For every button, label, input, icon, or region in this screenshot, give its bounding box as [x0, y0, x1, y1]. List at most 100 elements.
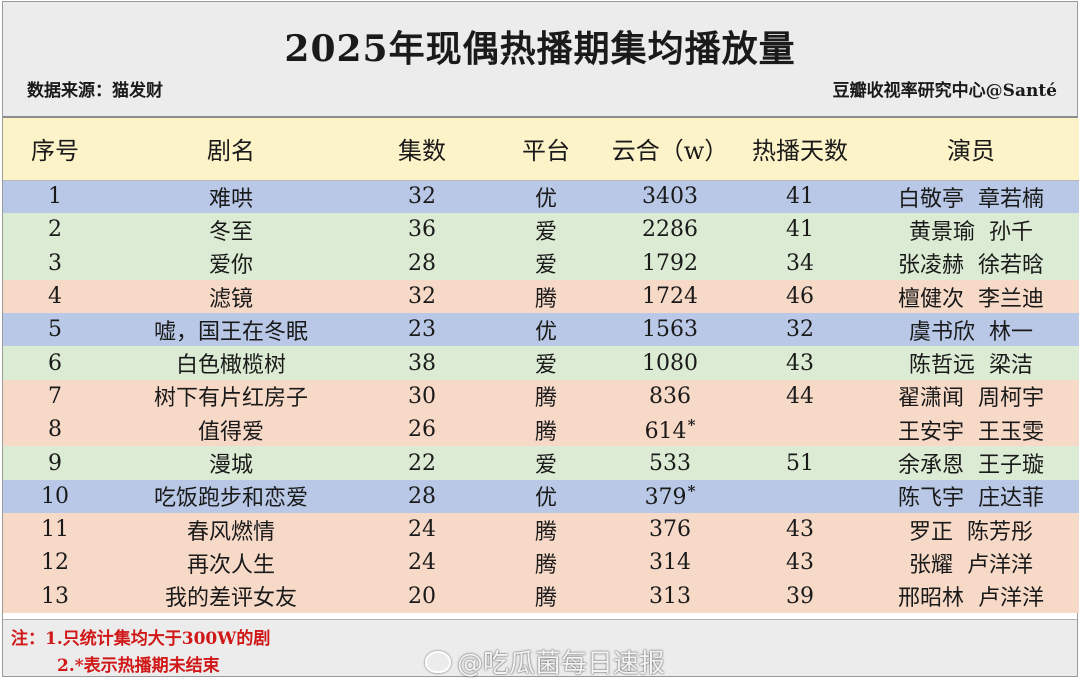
watermark-text: @吃瓜菌每日速报: [457, 649, 666, 679]
yunhe-value: 533: [649, 450, 691, 476]
platform-cell: 优: [534, 186, 557, 212]
actor-name: 王子璇: [978, 453, 1045, 479]
rank-cell: 3: [48, 250, 62, 276]
column-header: 演员: [863, 118, 1079, 181]
actors-cell: 陈飞宇 庄达菲: [863, 480, 1079, 513]
table-row: 8 值得爱 26 腾 614* 王安宇 王玉雯: [3, 413, 1079, 447]
episodes-cell: 23: [408, 317, 436, 343]
table-row: 4 滤镜 32 腾 1724 46 檀健次 李兰迪: [3, 279, 1079, 314]
episodes-cell: 38: [408, 350, 436, 376]
watermark: @吃瓜菌每日速报: [425, 643, 665, 680]
actor-name: 李兰迪: [978, 286, 1045, 312]
yunhe-cell: 314: [603, 546, 737, 579]
yunhe-cell: 836: [603, 380, 737, 413]
episodes-cell: 32: [408, 184, 436, 210]
actor-name: 张凌赫: [897, 253, 964, 279]
actor-name: 梁洁: [989, 353, 1034, 379]
yunhe-cell: 376: [603, 513, 737, 546]
platform-cell: 优: [534, 319, 557, 345]
column-header: 集数: [355, 118, 489, 181]
column-header: 热播天数: [737, 118, 863, 181]
sheet-header: 2025年现偶热播期集均播放量 数据来源：猫发财 豆瓣收视率研究中心@Santé: [3, 2, 1077, 118]
yunhe-value: 1792: [642, 250, 698, 276]
rank-cell: 13: [41, 583, 69, 609]
episodes-cell: 28: [408, 250, 436, 276]
rank-cell: 4: [48, 284, 62, 310]
episodes-cell: 28: [408, 483, 436, 509]
days-cell: 43: [786, 350, 814, 376]
days-cell: 39: [786, 583, 814, 609]
days-cell: 32: [786, 317, 814, 343]
yunhe-value: 313: [649, 583, 691, 609]
actors-cell: 王安宇 王玉雯: [863, 413, 1079, 446]
table-row: 12 再次人生 24 腾 314 43 张耀 卢洋洋: [3, 546, 1079, 580]
actor-name: 庄达菲: [978, 486, 1045, 512]
table-row: 6 白色橄榄树 38 爱 1080 43 陈哲远 梁洁: [3, 346, 1079, 380]
actors-cell: 张耀 卢洋洋: [863, 546, 1079, 579]
title-cell: 吃饭跑步和恋爱: [153, 486, 308, 512]
yunhe-value: 1080: [642, 350, 698, 376]
episodes-cell: 20: [408, 583, 436, 609]
rank-cell: 7: [48, 383, 62, 409]
actors-cell: 余承恩 王子璇: [863, 446, 1079, 479]
rank-cell: 2: [48, 217, 62, 243]
actor-name: 孙千: [989, 219, 1034, 245]
actor-name: 檀健次: [897, 286, 964, 312]
title-cell: 嘘，国王在冬眠: [153, 319, 308, 345]
platform-cell: 爱: [534, 353, 557, 379]
actors-cell: 黄景瑜 孙千: [863, 213, 1079, 246]
table-row: 2 冬至 36 爱 2286 41 黄景瑜 孙千: [3, 213, 1079, 247]
actor-name: 陈哲远: [908, 353, 975, 379]
episodes-cell: 22: [408, 450, 436, 476]
rank-cell: 6: [48, 350, 62, 376]
actor-name: 徐若晗: [978, 253, 1045, 279]
column-header: 云合（w）: [603, 118, 737, 181]
yunhe-cell: 313: [603, 580, 737, 613]
actors-cell: 邢昭林 卢洋洋: [863, 580, 1079, 613]
rank-cell: 9: [48, 450, 62, 476]
days-cell: 43: [786, 517, 814, 543]
platform-cell: 腾: [534, 286, 557, 312]
actors-cell: 虞书欣 林一: [863, 313, 1079, 346]
footnotes: 注：1.只统计集均大于300W的剧 2.*表示热播期未结束 @吃瓜菌每日速报: [3, 619, 1077, 679]
data-source: 数据来源：猫发财: [27, 81, 163, 101]
actor-name: 张耀: [908, 552, 953, 578]
table-row: 11 春风燃情 24 腾 376 43 罗正 陈芳彤: [3, 512, 1079, 547]
actor-name: 黄景瑜: [908, 219, 975, 245]
title-cell: 难哄: [208, 186, 253, 212]
author-credit: 豆瓣收视率研究中心@Santé: [832, 81, 1057, 101]
actor-name: 卢洋洋: [978, 586, 1045, 612]
table-row: 3 爱你 28 爱 1792 34 张凌赫 徐若晗: [3, 246, 1079, 280]
days-cell: [737, 413, 863, 446]
rank-cell: 12: [41, 550, 69, 576]
ranking-table: 序号 剧名 集数 平台 云合（w） 热播天数 演员 1 难哄 32 优 3403 41 白敬…: [3, 118, 1079, 613]
table-body: 1 难哄 32 优 3403 41 白敬亭 章若楠 2 冬至 36 爱 2286 41 黄景瑜 孙千 3 爱你 28…: [3, 180, 1079, 613]
episodes-cell: 32: [408, 284, 436, 310]
days-cell: 51: [786, 450, 814, 476]
actor-name: 陈飞宇: [897, 486, 964, 512]
platform-cell: 腾: [534, 519, 557, 545]
title-cell: 冬至: [208, 219, 253, 245]
table-row: 10 吃饭跑步和恋爱 28 优 379* 陈飞宇 庄达菲: [3, 479, 1079, 513]
actor-name: 林一: [989, 319, 1034, 345]
actor-name: 章若楠: [978, 186, 1045, 212]
yunhe-value: 314: [649, 550, 691, 576]
actor-name: 王玉雯: [978, 419, 1045, 445]
yunhe-cell: 533: [603, 446, 737, 479]
days-cell: 46: [786, 284, 814, 310]
table-header-row: 序号 剧名 集数 平台 云合（w） 热播天数 演员: [3, 118, 1079, 181]
actor-name: 白敬亭: [897, 186, 964, 212]
column-header: 剧名: [107, 118, 355, 181]
yunhe-value: 614: [644, 418, 687, 444]
days-cell: 44: [786, 383, 814, 409]
platform-cell: 腾: [534, 552, 557, 578]
actors-cell: 白敬亭 章若楠: [863, 180, 1079, 213]
actors-cell: 翟潇闻 周柯宇: [863, 380, 1079, 413]
actor-name: 罗正: [908, 519, 953, 545]
actor-name: 陈芳彤: [967, 519, 1034, 545]
episodes-cell: 36: [408, 217, 436, 243]
title-cell: 再次人生: [186, 552, 275, 578]
yunhe-value: 2286: [642, 217, 698, 243]
days-cell: 41: [786, 184, 814, 210]
